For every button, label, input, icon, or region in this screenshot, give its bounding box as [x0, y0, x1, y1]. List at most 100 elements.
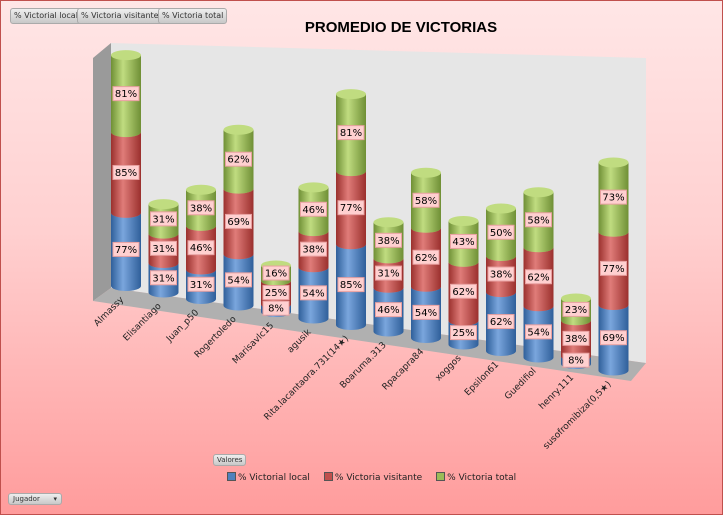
segment-top: [598, 157, 629, 168]
svg-text:62%: 62%: [452, 287, 474, 298]
svg-text:58%: 58%: [527, 215, 549, 226]
legend-label: % Victorial local: [238, 473, 310, 483]
svg-text:38%: 38%: [565, 334, 587, 345]
svg-text:38%: 38%: [490, 270, 512, 281]
svg-text:38%: 38%: [377, 236, 399, 247]
svg-text:85%: 85%: [115, 168, 137, 179]
svg-text:62%: 62%: [527, 272, 549, 283]
floor: [93, 288, 646, 381]
data-label: 77%: [112, 241, 140, 257]
svg-text:77%: 77%: [340, 203, 362, 214]
data-label: 85%: [337, 277, 365, 293]
svg-text:38%: 38%: [190, 203, 212, 214]
segment-top: [148, 199, 179, 210]
svg-text:31%: 31%: [190, 280, 212, 291]
segment-top: [298, 182, 329, 193]
data-label: 73%: [600, 189, 627, 205]
axis-field-button[interactable]: Jugador ▾: [8, 493, 62, 505]
legend-label: % Victoria total: [447, 473, 517, 483]
svg-text:31%: 31%: [152, 214, 174, 225]
data-label: 16%: [262, 265, 290, 281]
data-label: 58%: [412, 192, 440, 208]
segment-top: [411, 167, 441, 178]
data-label: 54%: [300, 285, 327, 301]
svg-text:16%: 16%: [265, 269, 287, 280]
data-label: 38%: [562, 330, 590, 346]
svg-text:58%: 58%: [415, 196, 437, 207]
segment-top: [373, 217, 404, 228]
side-wall: [93, 43, 111, 301]
values-field-button[interactable]: Valores: [213, 454, 247, 466]
data-label: 31%: [150, 240, 177, 256]
svg-text:23%: 23%: [565, 305, 587, 316]
data-label: 46%: [375, 302, 402, 318]
svg-text:69%: 69%: [602, 333, 624, 344]
data-label: 8%: [262, 300, 290, 316]
data-label: 38%: [300, 241, 327, 257]
triangle-down-icon: ▾: [53, 495, 57, 503]
data-label: 38%: [375, 232, 402, 248]
data-label: 77%: [337, 200, 365, 216]
data-label: 38%: [187, 200, 215, 216]
axis-field-label: Jugador: [13, 495, 40, 503]
chart-title: PROMEDIO DE VICTORIAS: [304, 19, 498, 36]
legend-swatch: [436, 472, 446, 481]
svg-text:25%: 25%: [265, 288, 287, 299]
data-label: 62%: [487, 314, 515, 330]
data-label: 54%: [525, 324, 552, 340]
svg-text:73%: 73%: [602, 193, 624, 204]
segment-top: [186, 184, 216, 195]
legend-swatch: [323, 472, 333, 481]
data-label: 23%: [562, 301, 590, 317]
segment-top: [223, 124, 254, 135]
svg-text:46%: 46%: [190, 243, 212, 254]
svg-text:77%: 77%: [115, 245, 137, 256]
legend-item: % Victoria total: [436, 472, 516, 483]
segment-top: [561, 293, 591, 304]
segment-top: [336, 89, 366, 100]
svg-text:8%: 8%: [268, 304, 284, 315]
data-label: 25%: [450, 325, 477, 341]
svg-text:50%: 50%: [490, 228, 512, 239]
category-label: xoggos: [434, 353, 464, 383]
segment-top: [111, 50, 141, 61]
svg-text:46%: 46%: [302, 205, 324, 216]
category-label: Rita.lacantaora.731(14★): [263, 334, 352, 423]
svg-text:69%: 69%: [227, 217, 249, 228]
svg-text:31%: 31%: [152, 244, 174, 255]
category-label: Guedifiol: [503, 367, 538, 402]
data-label: 62%: [450, 283, 477, 299]
data-label: 62%: [525, 269, 552, 285]
data-label: 31%: [150, 211, 177, 227]
segment-top: [486, 203, 516, 214]
legend: % Victorial local % Victoria visitante % V…: [227, 472, 516, 483]
legend-label: % Victoria visitante: [334, 473, 423, 483]
data-label: 69%: [225, 213, 252, 229]
data-label: 46%: [300, 201, 327, 217]
svg-text:38%: 38%: [302, 245, 324, 256]
data-label: 81%: [337, 125, 365, 141]
field-button-total[interactable]: % Victoria total: [158, 8, 228, 24]
data-label: 69%: [600, 330, 627, 346]
svg-text:43%: 43%: [452, 237, 474, 248]
data-label: 54%: [412, 304, 440, 320]
category-label: Rpacapra84: [381, 347, 427, 393]
category-label: henry.111: [537, 373, 576, 412]
data-label: 46%: [187, 240, 215, 256]
svg-text:46%: 46%: [377, 305, 399, 316]
svg-text:85%: 85%: [340, 280, 362, 291]
svg-text:54%: 54%: [227, 275, 249, 286]
svg-text:81%: 81%: [115, 89, 137, 100]
svg-text:62%: 62%: [415, 253, 437, 264]
svg-text:8%: 8%: [568, 356, 584, 367]
segment-top: [523, 187, 554, 198]
segment-top: [448, 216, 479, 226]
legend-item: % Victorial local: [227, 472, 310, 483]
svg-text:62%: 62%: [490, 317, 512, 328]
data-label: 38%: [487, 266, 515, 282]
category-label: Marisavlc15: [231, 321, 276, 366]
category-label: Rogertoledo: [193, 314, 239, 360]
data-label: 77%: [600, 260, 627, 276]
